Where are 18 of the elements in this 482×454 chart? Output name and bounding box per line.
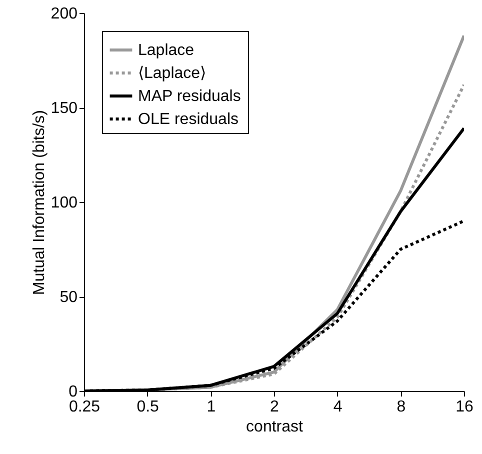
y-axis-title: Mutual Information (bits/s): [30, 110, 48, 295]
y-tick-label: 150: [50, 100, 78, 117]
x-tick-label: 8: [396, 398, 406, 416]
x-axis-title: contrast: [246, 418, 304, 436]
x-tick-label: 16: [456, 398, 474, 416]
x-tick-label: 4: [333, 398, 342, 416]
legend-label: OLE residuals: [138, 111, 238, 128]
x-tick-label: 0.25: [68, 398, 100, 416]
x-tick-label: 0.5: [136, 398, 160, 416]
legend-label: Laplace: [138, 42, 194, 59]
x-tick-label: 2: [270, 398, 280, 416]
y-tick-label: 0: [68, 384, 78, 400]
x-tick-label: 1: [206, 398, 216, 416]
y-tick-label: 200: [50, 6, 78, 22]
legend-label: ⟨Laplace⟩: [138, 65, 206, 82]
y-tick-label: 100: [50, 194, 78, 212]
y-tick-label: 50: [60, 289, 78, 306]
legend-label: MAP residuals: [138, 88, 241, 105]
